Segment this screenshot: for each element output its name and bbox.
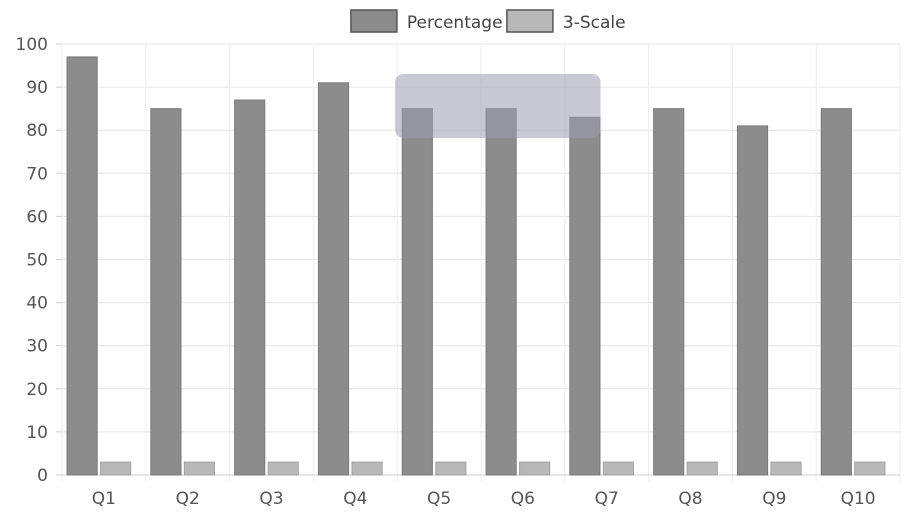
bar-percentage-q1[interactable]: [66, 56, 98, 476]
x-tick-label-q9: Q9: [762, 489, 786, 509]
y-tick-label: 60: [26, 207, 48, 227]
legend-swatch-percentage[interactable]: [350, 9, 398, 33]
y-tick-label: 40: [26, 294, 48, 314]
x-tick-label-q10: Q10: [841, 489, 876, 509]
x-tick-label-q3: Q3: [259, 489, 283, 509]
bar-percentage-q7[interactable]: [569, 116, 601, 476]
x-tick-label-q1: Q1: [92, 489, 116, 509]
x-tick-label-q7: Q7: [595, 489, 619, 509]
y-tick-label: 30: [26, 337, 48, 357]
y-tick-label: 80: [26, 121, 48, 141]
bar-percentage-q3[interactable]: [234, 99, 266, 476]
bar-3-scale-q2[interactable]: [183, 461, 216, 476]
bar-percentage-q8[interactable]: [653, 108, 685, 476]
y-tick-label: 50: [26, 251, 48, 271]
bars[interactable]: [66, 56, 886, 476]
legend-label-percentage[interactable]: Percentage: [407, 13, 503, 33]
bar-percentage-q10[interactable]: [820, 108, 852, 476]
bar-percentage-q9[interactable]: [736, 125, 769, 476]
legend-swatch-3-scale[interactable]: [506, 9, 554, 33]
bar-3-scale-q7[interactable]: [602, 461, 635, 476]
tooltip-box: [395, 74, 601, 138]
y-tick-label: 90: [26, 78, 48, 98]
y-tick-label: 0: [37, 466, 48, 486]
bar-3-scale-q1[interactable]: [100, 461, 132, 476]
bar-3-scale-q8[interactable]: [686, 461, 718, 476]
legend[interactable]: Percentage 3-Scale: [350, 9, 626, 33]
y-tick-label: 10: [26, 423, 48, 443]
bar-percentage-q6[interactable]: [485, 108, 517, 476]
legend-label-3-scale[interactable]: 3-Scale: [563, 13, 626, 33]
y-tick-label: 100: [16, 35, 48, 55]
bar-3-scale-q6[interactable]: [519, 461, 551, 476]
tooltip: [395, 74, 601, 138]
bar-percentage-q5[interactable]: [401, 108, 433, 476]
x-tick-label-q4: Q4: [343, 489, 367, 509]
bar-percentage-q4[interactable]: [317, 82, 350, 476]
bar-3-scale-q3[interactable]: [267, 461, 299, 476]
y-tick-label: 70: [26, 164, 48, 184]
x-tick-label-q5: Q5: [427, 489, 451, 509]
x-tick-label-q8: Q8: [678, 489, 702, 509]
bar-3-scale-q10[interactable]: [854, 461, 886, 476]
bar-percentage-q2[interactable]: [150, 108, 182, 476]
axes: 0 10 20 30 40 50 60 70 80 90 100 Q1 Q2 Q3 Q4 Q5 Q6 Q7 Q8 Q9…: [16, 35, 900, 509]
bar-3-scale-q9[interactable]: [770, 461, 802, 476]
x-tick-label-q2: Q2: [176, 489, 200, 509]
bar-3-scale-q5[interactable]: [435, 461, 467, 476]
grid-lines: [61, 43, 901, 481]
x-tick-label-q6: Q6: [511, 489, 535, 509]
bar-3-scale-q4[interactable]: [351, 461, 383, 476]
y-tick-label: 20: [26, 380, 48, 400]
